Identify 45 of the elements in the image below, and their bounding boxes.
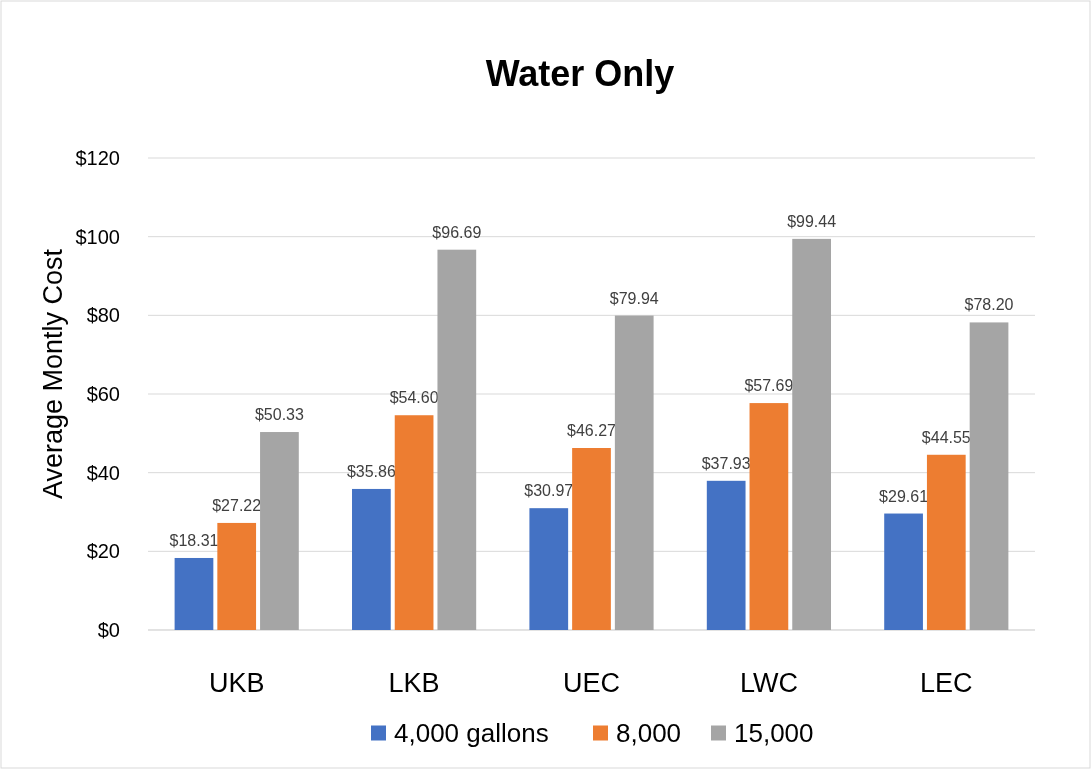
data-label: $44.55	[921, 428, 971, 446]
chart-title: Water Only	[485, 53, 675, 94]
x-tick-label: UEC	[562, 668, 621, 698]
y-tick-label: $120	[75, 147, 120, 169]
x-tick-label: LKB	[388, 668, 440, 698]
y-tick-label: $40	[86, 461, 120, 484]
data-label: $37.93	[701, 454, 751, 472]
legend-label: 4,000 gallons	[394, 718, 549, 749]
data-label: $35.86	[346, 462, 396, 480]
y-tick-label: $80	[86, 304, 120, 327]
bar	[352, 488, 391, 630]
legend-label: 8,000	[616, 718, 682, 749]
data-label: $50.33	[254, 406, 304, 424]
bar	[792, 238, 831, 630]
bar	[926, 454, 966, 630]
y-tick-label: $20	[86, 540, 120, 563]
bar	[437, 249, 477, 630]
data-label: $99.44	[787, 212, 837, 230]
y-axis-title: Average Montly Cost	[38, 248, 68, 500]
bar	[749, 403, 789, 630]
data-label: $46.27	[567, 422, 617, 439]
bar	[706, 480, 746, 630]
data-label: $78.20	[964, 296, 1014, 314]
y-tick-label: $100	[75, 225, 120, 248]
y-tick-label: $60	[86, 383, 120, 405]
bar	[614, 315, 654, 630]
bar	[884, 513, 923, 630]
bar	[969, 322, 1009, 630]
x-tick-label: LEC	[920, 668, 973, 698]
data-label: $27.22	[212, 496, 262, 514]
x-tick-label: LWC	[739, 668, 798, 698]
data-label: $29.61	[879, 487, 929, 505]
bar	[572, 448, 611, 630]
data-label: $54.60	[389, 389, 439, 407]
bar	[260, 432, 299, 630]
bar	[394, 415, 434, 630]
bar	[217, 522, 257, 630]
legend-label: 15,000	[734, 718, 814, 749]
x-tick-label: UKB	[208, 668, 265, 698]
data-label: $96.69	[432, 223, 482, 241]
data-label: $57.69	[744, 377, 794, 395]
bar	[529, 508, 569, 630]
data-label: $79.94	[609, 289, 659, 307]
bar	[174, 557, 214, 630]
y-tick-label: $0	[97, 619, 120, 641]
